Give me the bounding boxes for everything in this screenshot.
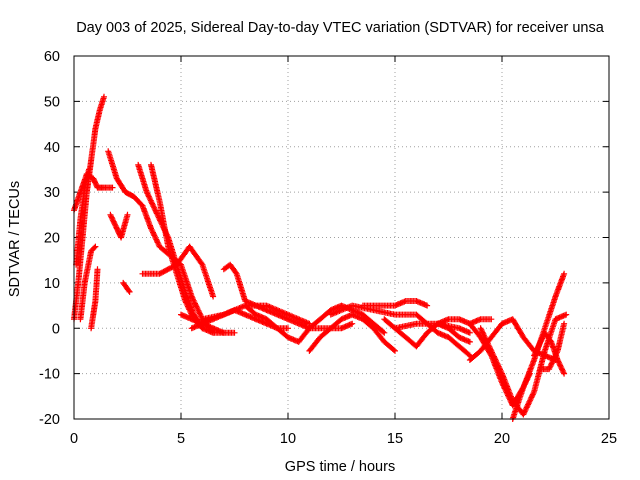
y-tick-label: -20 bbox=[39, 412, 60, 428]
series-track-25 bbox=[477, 311, 570, 418]
series-markers bbox=[242, 302, 388, 345]
x-tick-label: 25 bbox=[601, 431, 617, 447]
x-tick-labels: 0 5 10 15 20 25 bbox=[70, 431, 617, 447]
series-markers bbox=[477, 311, 570, 418]
series-markers bbox=[120, 279, 133, 295]
y-tick-label: 60 bbox=[44, 49, 60, 65]
y-tick-label: 30 bbox=[44, 185, 60, 201]
series-track-19 bbox=[359, 298, 431, 309]
chart-title: Day 003 of 2025, Sidereal Day-to-day VTE… bbox=[76, 20, 605, 36]
x-tick-label: 15 bbox=[387, 431, 403, 447]
series-markers bbox=[434, 320, 473, 345]
series-track-28 bbox=[537, 320, 568, 373]
series-track-22 bbox=[434, 320, 473, 345]
x-axis-label: GPS time / hours bbox=[285, 459, 395, 475]
y-tick-label: 40 bbox=[44, 140, 60, 156]
y-axis-label: SDTVAR / TECUs bbox=[7, 181, 23, 297]
x-tick-label: 0 bbox=[70, 431, 78, 447]
x-tick-label: 20 bbox=[494, 431, 510, 447]
series-track-03 bbox=[73, 166, 92, 268]
series-markers bbox=[139, 243, 217, 300]
series-track-10 bbox=[148, 161, 206, 332]
series-markers bbox=[77, 243, 99, 323]
y-tick-label: 50 bbox=[44, 94, 60, 110]
series-markers bbox=[359, 298, 431, 309]
series-markers bbox=[71, 171, 116, 214]
y-tick-labels: -20 -10 0 10 20 30 40 50 60 bbox=[39, 49, 60, 428]
series-markers bbox=[73, 166, 92, 268]
series-markers bbox=[537, 320, 568, 373]
y-tick-label: 10 bbox=[44, 276, 60, 292]
series-track-17 bbox=[306, 311, 398, 354]
series-markers bbox=[148, 161, 206, 332]
y-tick-label: 20 bbox=[44, 231, 60, 247]
x-tick-label: 10 bbox=[280, 431, 296, 447]
series-track-02 bbox=[71, 171, 116, 214]
series-track-08 bbox=[120, 279, 133, 295]
series-track-11 bbox=[139, 243, 217, 300]
series-track-07 bbox=[107, 211, 131, 241]
series-group bbox=[71, 93, 570, 422]
series-track-04 bbox=[77, 243, 99, 323]
plot-frame bbox=[73, 55, 610, 420]
x-tick-label: 5 bbox=[177, 431, 185, 447]
y-tick-label: -10 bbox=[39, 367, 60, 383]
series-markers bbox=[105, 148, 217, 336]
series-markers bbox=[220, 261, 356, 332]
series-track-15 bbox=[220, 261, 356, 332]
series-markers bbox=[107, 211, 131, 241]
series-track-05 bbox=[88, 266, 101, 332]
series-track-06 bbox=[105, 148, 217, 336]
series-markers bbox=[88, 266, 101, 332]
y-tick-label: 0 bbox=[52, 321, 60, 337]
series-markers bbox=[306, 311, 398, 354]
series-track-16 bbox=[242, 302, 388, 345]
